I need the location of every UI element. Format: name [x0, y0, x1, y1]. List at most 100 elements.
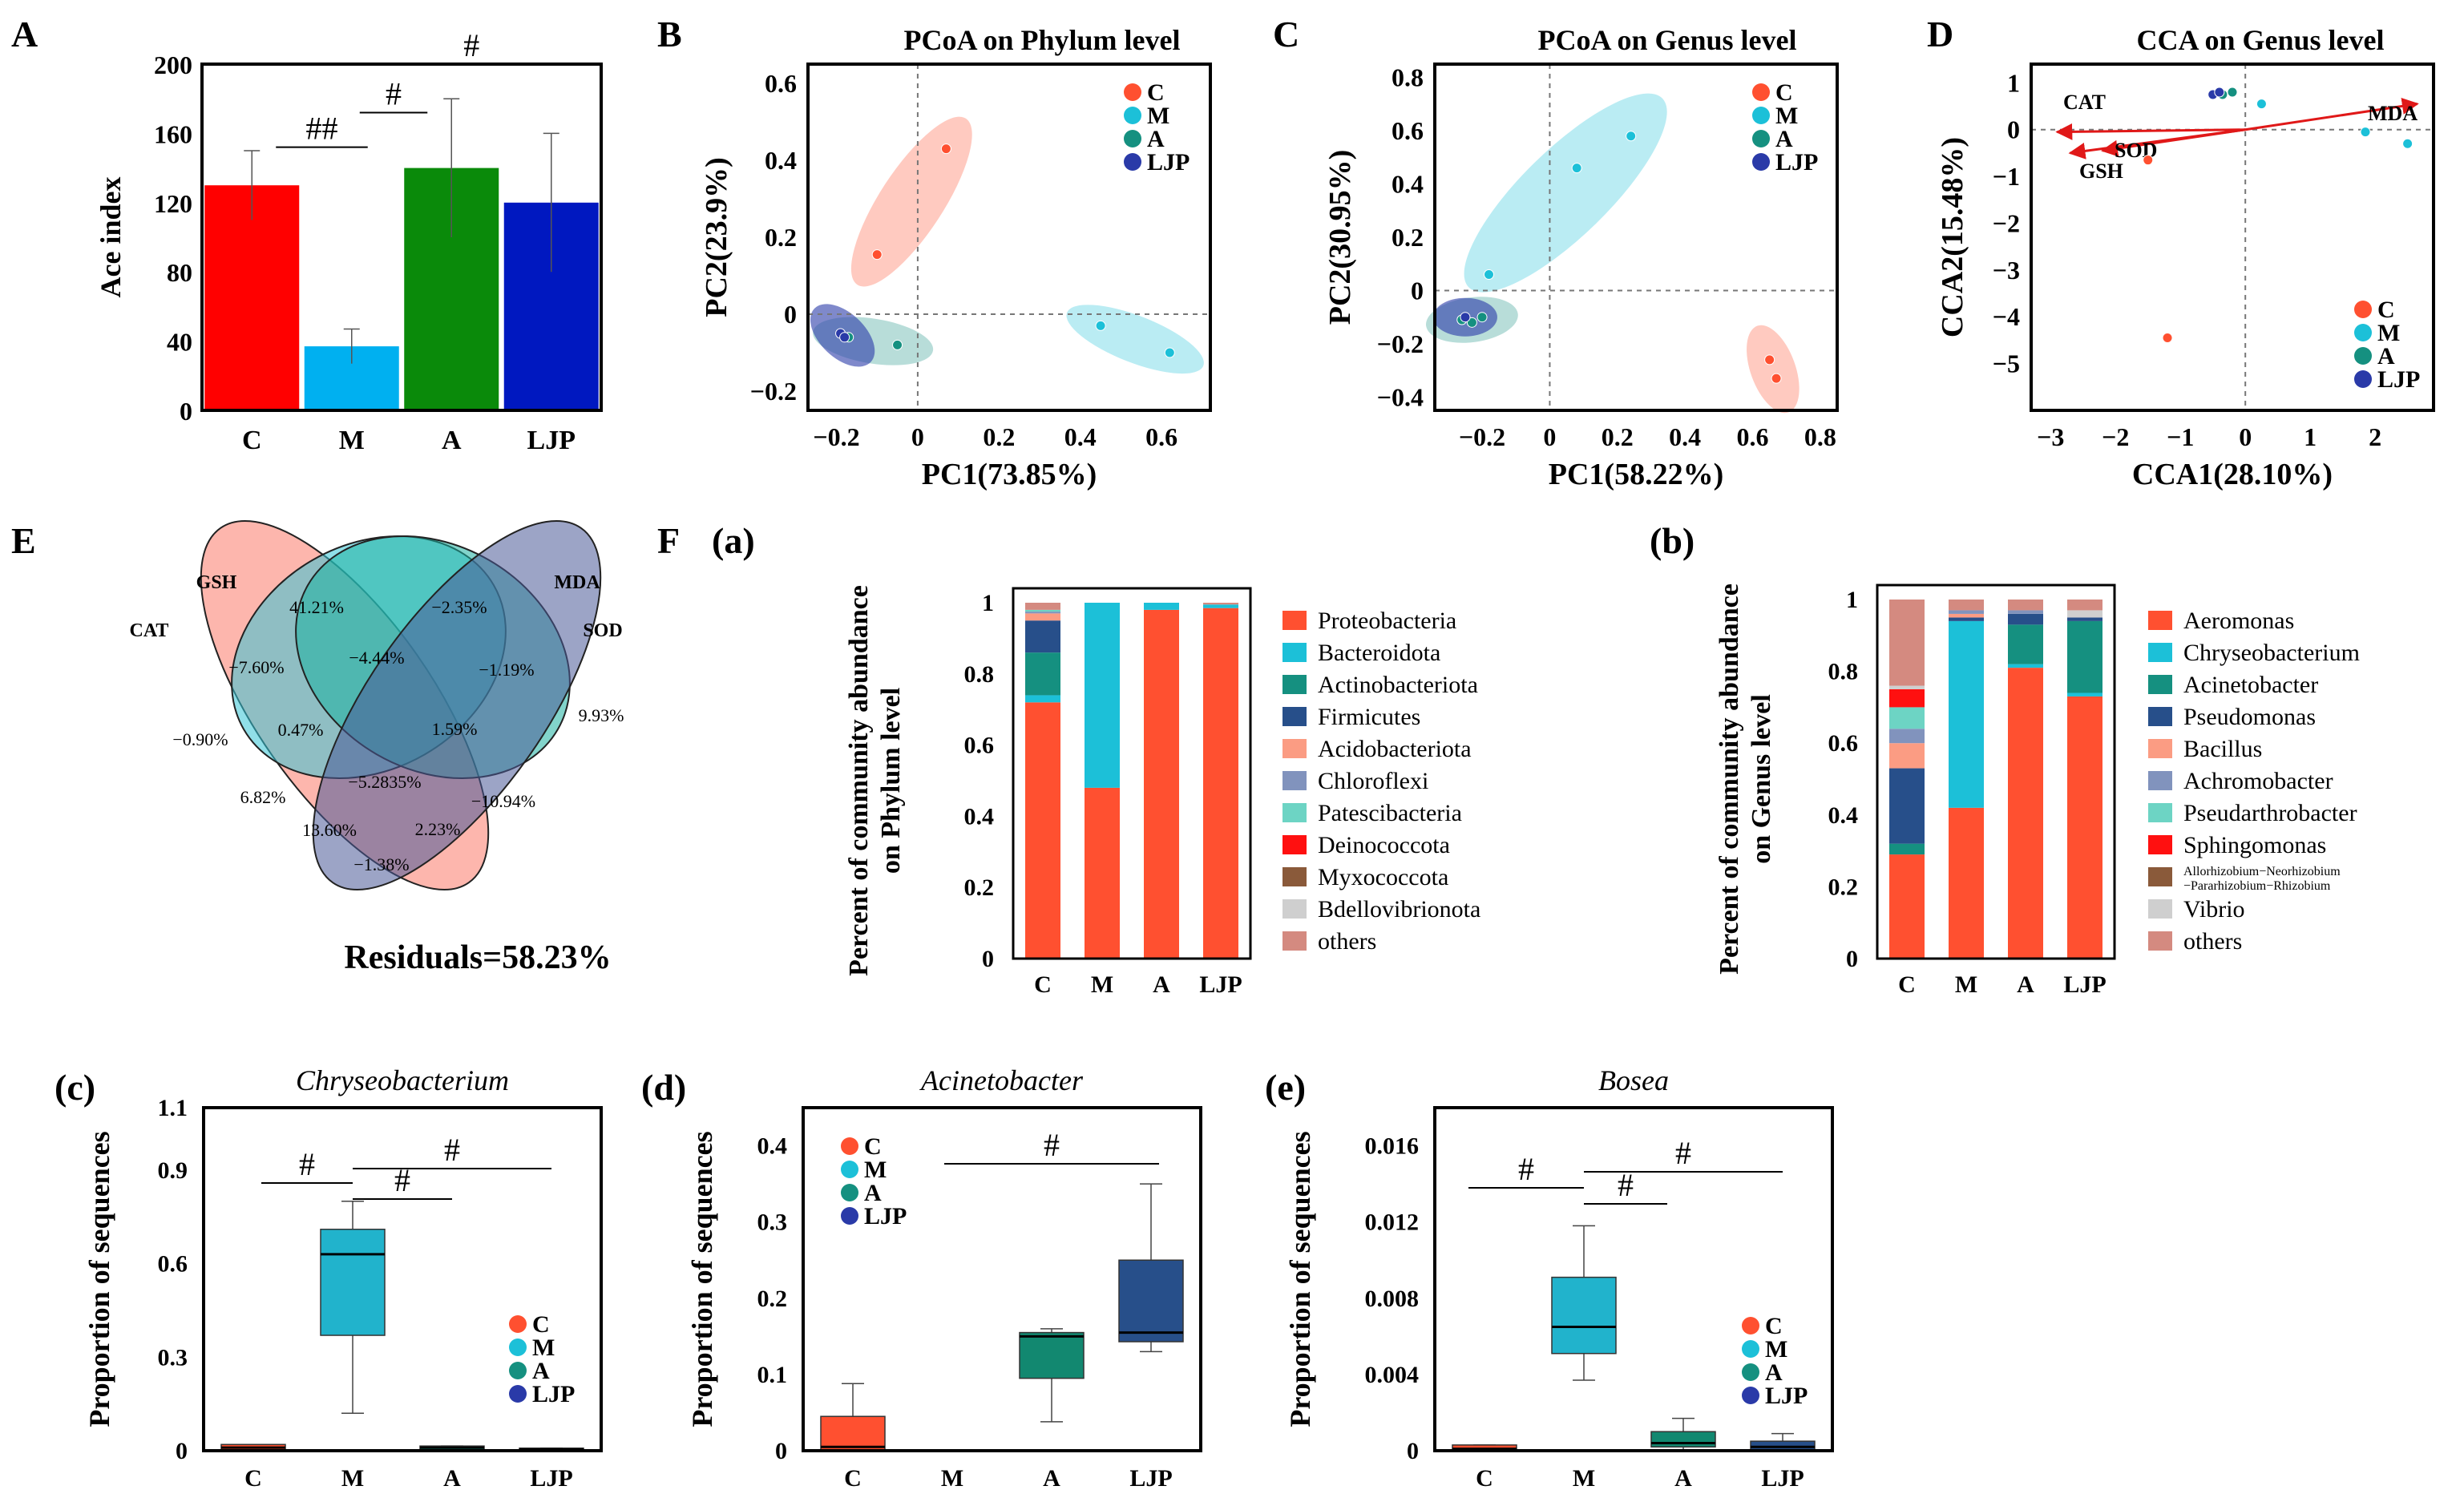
x-axis-label-D: CCA1(28.10%)	[2132, 458, 2333, 491]
significance-mark-c: #	[299, 1146, 315, 1182]
significance-mark-e: #	[1518, 1151, 1534, 1187]
y-tick-e: 0	[1407, 1438, 1419, 1464]
x-tick-e: A	[1674, 1465, 1692, 1492]
legend-swatch-Achromobacter	[2148, 771, 2172, 790]
point-M	[2256, 99, 2267, 110]
x-tick-C: 0.4	[1669, 422, 1701, 451]
legend-label-C: C	[2377, 297, 2395, 323]
legend-label-A: A	[1775, 126, 1793, 152]
legend-label-A: A	[1765, 1359, 1783, 1386]
y-tick-c: 0.6	[158, 1251, 188, 1278]
venn-region-value: −1.19%	[479, 660, 534, 680]
legend-swatch-Bacteroidota	[1282, 643, 1307, 662]
y-tick-d: 0.2	[757, 1286, 788, 1312]
x-tick-Fb: C	[1898, 971, 1916, 998]
x-tick-d: C	[844, 1465, 862, 1492]
x-tick-Fa: M	[1091, 971, 1113, 998]
y-tick-e: 0.012	[1365, 1209, 1420, 1236]
x-axis-label-B: PC1(73.85%)	[922, 458, 1097, 491]
stack-segment-Acinetobacter	[2067, 620, 2102, 693]
legend-marker-M	[509, 1339, 527, 1356]
venn-set-label-SOD: SOD	[583, 620, 622, 641]
venn-region-value: 9.93%	[579, 705, 624, 725]
legend-label-LJP: LJP	[1765, 1383, 1808, 1409]
legend-label-others: others	[2183, 928, 2242, 955]
box-M	[1551, 1276, 1617, 1355]
significance-mark-d: #	[1044, 1127, 1060, 1163]
panel-d-frame	[802, 1106, 1202, 1452]
point-C	[2162, 333, 2173, 344]
stack-segment-Pseudarthrobacter	[1889, 707, 1925, 729]
stack-segment-Bacillus	[1889, 743, 1925, 769]
legend-marker-M	[1752, 107, 1770, 124]
x-tick-d: A	[1043, 1465, 1060, 1492]
legend-label-M: M	[2377, 320, 2400, 346]
legend-label-LJP: LJP	[532, 1381, 575, 1407]
x-tick-C: −0.2	[1459, 422, 1505, 451]
point-A	[892, 339, 903, 350]
panel-label-A: A	[11, 14, 38, 55]
x-tick-B: 0.2	[983, 422, 1015, 451]
legend-swatch-Deinococcota	[1282, 835, 1307, 854]
x-tick-C: 0.2	[1602, 422, 1634, 451]
legend-label-M: M	[1147, 103, 1169, 129]
env-arrow-GSH	[2068, 128, 2246, 159]
x-tick-C: 0	[1543, 422, 1556, 451]
y-tick-Fb: 0.6	[1828, 730, 1859, 757]
point-A	[1476, 312, 1488, 323]
venn-set-SOD	[312, 520, 602, 890]
y-tick-A: 80	[167, 258, 192, 287]
y-tick-C: 0.6	[1392, 116, 1424, 145]
chart-title-C: PCoA on Genus level	[1537, 24, 1796, 56]
x-tick-M: M	[339, 426, 365, 455]
y-tick-B: 0.4	[765, 146, 797, 175]
legend-label-C: C	[1147, 79, 1165, 106]
legend-marker-A	[841, 1184, 858, 1201]
stack-segment-Acinetobacter	[1889, 843, 1925, 855]
x-tick-C: 0.8	[1804, 422, 1836, 451]
box-A	[1650, 1431, 1716, 1448]
stack-segment-Aeromonas	[2067, 696, 2102, 959]
stack-segment-Acinetobacter	[2008, 624, 2043, 664]
x-tick-D: −1	[2167, 422, 2194, 451]
x-tick-B: 0.4	[1064, 422, 1097, 451]
stack-segment-Bacteroidota	[1203, 604, 1238, 608]
y-tick-D: 1	[2007, 68, 2020, 97]
legend-swatch-Proteobacteria	[1282, 611, 1307, 630]
stack-segment-Sphingomonas	[1889, 689, 1925, 708]
legend-swatch-Vibrio	[2148, 899, 2172, 919]
stack-segment-Achromobacter	[1889, 729, 1925, 744]
legend-label-LJP: LJP	[1147, 149, 1190, 176]
env-label-GSH: GSH	[2079, 159, 2123, 183]
panel-label-Fb: (b)	[1650, 520, 1695, 561]
y-tick-c: 0	[176, 1438, 188, 1464]
legend-label-Sphingomonas: Sphingomonas	[2183, 832, 2326, 858]
y-tick-A: 160	[154, 119, 192, 148]
significance-mark-c: #	[444, 1132, 460, 1168]
stack-segment-Actinobacteriota	[1025, 652, 1060, 696]
legend-label-Actinobacteriota: Actinobacteriota	[1318, 672, 1478, 698]
legend-label-Proteobacteria: Proteobacteria	[1318, 608, 1456, 634]
panel-B-frame	[806, 63, 1212, 412]
legend-label-Bacillus: Bacillus	[2183, 736, 2262, 762]
x-tick-LJP: LJP	[527, 426, 576, 455]
stack-segment-Proteobacteria	[1025, 702, 1060, 959]
y-tick-A: 120	[154, 189, 192, 218]
legend-label-Chryseobacterium: Chryseobacterium	[2183, 640, 2360, 666]
significance-mark-A: ##	[306, 111, 338, 147]
y-tick-B: 0.2	[765, 223, 797, 252]
legend-label-Acinetobacter: Acinetobacter	[2183, 672, 2318, 698]
point-A	[2227, 87, 2238, 98]
venn-region-value: −1.38%	[353, 854, 409, 874]
stack-segment-others	[1203, 603, 1238, 605]
y-axis-label-Fa: on Phylum level	[876, 688, 906, 874]
stack-segment-Achromobacter	[1949, 610, 1984, 614]
venn-region-value: −5.2835%	[348, 772, 421, 792]
point-M	[1095, 320, 1106, 331]
panel-C-frame	[1433, 63, 1839, 412]
significance-mark-c: #	[394, 1162, 410, 1198]
x-tick-D: 2	[2369, 422, 2381, 451]
stack-segment-Aeromonas	[1949, 807, 1984, 959]
legend-label-M: M	[1775, 103, 1798, 129]
y-tick-c: 1.1	[158, 1095, 188, 1121]
